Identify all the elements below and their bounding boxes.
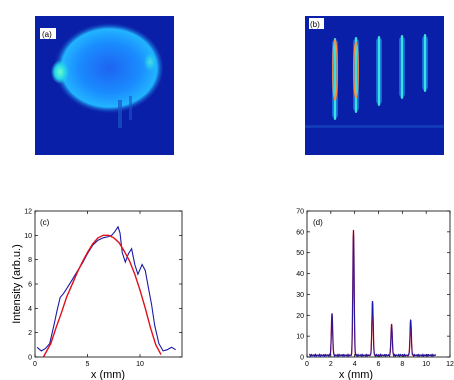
chart-d-panel-label: (d) xyxy=(313,218,323,227)
y-tick-label: 70 xyxy=(296,209,304,216)
panel-a: (a) xyxy=(35,16,174,155)
x-tick-label: 0 xyxy=(305,361,309,368)
panel-b-label-box xyxy=(309,18,324,29)
chart-c-series xyxy=(36,225,176,358)
y-tick-label: 4 xyxy=(28,306,32,313)
y-tick-label: 20 xyxy=(296,313,304,320)
chart-d-frame xyxy=(306,210,451,358)
light-spot-hotspot xyxy=(51,60,69,84)
fringe xyxy=(333,38,337,120)
fringe-noise-band xyxy=(305,125,444,128)
chart-d-series xyxy=(308,229,437,358)
spot-streak xyxy=(118,100,122,128)
chart-c-frame xyxy=(34,210,183,358)
x-tick-label: 10 xyxy=(136,361,144,368)
chart-c-x-axis: 0 5 10 xyxy=(33,211,144,368)
light-spot-edge xyxy=(144,53,156,71)
fringe-highlight xyxy=(353,41,359,99)
y-tick-label: 6 xyxy=(28,282,32,289)
chart-c-ylabel: Intensity (arb.u.) xyxy=(11,244,23,323)
chart-d-y-axis: 0 10 20 30 40 50 60 70 xyxy=(296,209,450,362)
chart-c-xlabel: x (mm) xyxy=(91,369,125,380)
x-tick-label: 8 xyxy=(400,361,404,368)
x-tick-label: 0 xyxy=(33,361,37,368)
fringe xyxy=(423,34,427,92)
y-tick-label: 0 xyxy=(28,355,32,362)
x-tick-label: 6 xyxy=(377,361,381,368)
chart-c-panel-label: (c) xyxy=(40,218,50,227)
chart-c-y-axis: 0 2 4 6 8 10 12 xyxy=(24,209,182,362)
panel-b: (b) xyxy=(305,16,444,155)
panel-a-label-box xyxy=(40,28,56,39)
y-tick-label: 2 xyxy=(28,330,32,337)
y-tick-label: 60 xyxy=(296,229,304,236)
x-tick-label: 10 xyxy=(422,361,430,368)
y-tick-label: 40 xyxy=(296,271,304,278)
y-tick-label: 8 xyxy=(28,257,32,264)
panel-b-label: (b) xyxy=(310,20,320,29)
x-tick-label: 12 xyxy=(446,361,454,368)
x-tick-label: 4 xyxy=(353,361,357,368)
panel-a-image xyxy=(51,22,163,128)
fringe xyxy=(377,36,381,106)
chart-d-xlabel: x (mm) xyxy=(339,369,373,380)
chart-c-fit-line xyxy=(42,234,162,358)
chart-c: 0 2 4 6 8 10 12 0 5 10 (c) x (mm) Intensity (arb… xyxy=(11,209,183,380)
chart-d-measured-line xyxy=(308,229,437,358)
fringe-highlight xyxy=(332,39,338,101)
x-tick-label: 5 xyxy=(86,361,90,368)
y-tick-label: 50 xyxy=(296,250,304,257)
panel-b-image xyxy=(305,34,444,128)
x-tick-label: 2 xyxy=(329,361,333,368)
panel-a-label: (a) xyxy=(42,30,52,39)
chart-d: 0 10 20 30 40 50 60 70 0 2 4 6 8 10 12 (d) x (mm) xyxy=(296,209,454,380)
spot-streak xyxy=(129,96,132,120)
y-tick-label: 30 xyxy=(296,292,304,299)
fringe xyxy=(400,35,404,99)
y-tick-label: 10 xyxy=(24,233,32,240)
y-tick-label: 10 xyxy=(296,334,304,341)
chart-c-measured-line xyxy=(36,225,176,352)
y-tick-label: 12 xyxy=(24,209,32,216)
y-tick-label: 0 xyxy=(300,355,304,362)
panel-b-background xyxy=(305,16,444,155)
light-spot xyxy=(51,22,163,114)
